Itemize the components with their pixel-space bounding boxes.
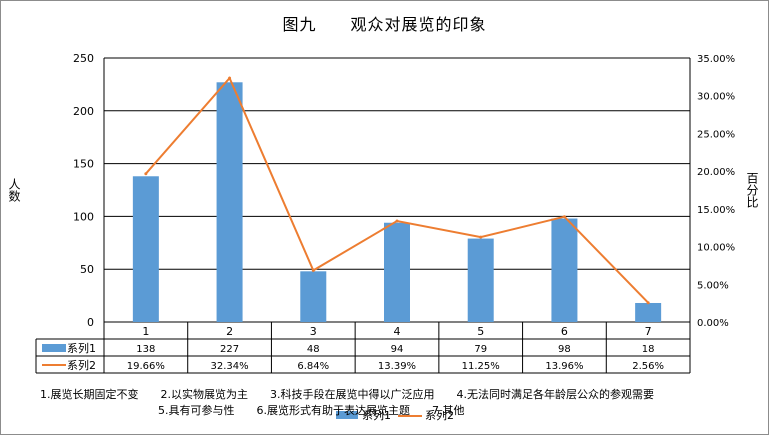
table-cell: 13.96% — [545, 361, 583, 372]
notes-line-2: 5.具有可参与性 6.展览形式有助于表达展览主题 7.其他 — [158, 402, 769, 418]
table-cell: 227 — [220, 344, 239, 355]
note-6: 6.展览形式有助于表达展览主题 — [256, 404, 411, 417]
series2-point-3 — [311, 268, 315, 272]
series2-point-4 — [395, 219, 399, 223]
y-right-tick-label: 25.00% — [697, 129, 735, 140]
x-tick-label: 2 — [226, 325, 233, 338]
y-right-tick-label: 15.00% — [697, 205, 735, 216]
series2-point-5 — [479, 235, 483, 239]
y-left-tick-label: 100 — [73, 210, 94, 223]
x-tick-label: 7 — [645, 325, 652, 338]
note-4: 4.无法同时满足各年龄层公众的参观需要 — [456, 388, 655, 401]
chart-title: 图九 观众对展览的印象 — [282, 15, 487, 34]
table-cell: 94 — [391, 344, 404, 355]
table-cell: 18 — [642, 344, 655, 355]
y-right-tick-label: 0.00% — [697, 318, 729, 329]
table-series-name: 系列2 — [67, 358, 96, 372]
table-cell: 19.66% — [127, 361, 165, 372]
y-right-tick-label: 10.00% — [697, 243, 735, 254]
table-cell: 32.34% — [211, 361, 249, 372]
x-tick-label: 1 — [142, 325, 149, 338]
table-cell: 48 — [307, 344, 320, 355]
table-cell: 2.56% — [632, 361, 664, 372]
table-cell: 98 — [558, 344, 571, 355]
table-cell: 79 — [474, 344, 487, 355]
note-5: 5.具有可参与性 — [158, 404, 235, 417]
y-left-tick-label: 250 — [73, 52, 94, 65]
y-left-tick-label: 200 — [73, 105, 94, 118]
y-axis-left-label: 人数 — [7, 178, 21, 202]
bar-6 — [551, 218, 578, 322]
x-tick-label: 6 — [561, 325, 568, 338]
y-right-tick-label: 5.00% — [697, 280, 729, 291]
table-cell: 13.39% — [378, 361, 416, 372]
x-tick-label: 5 — [477, 325, 484, 338]
bar-3 — [300, 271, 327, 322]
bar-7 — [635, 302, 662, 322]
bar-4 — [384, 222, 410, 322]
y-left-tick-label: 0 — [87, 316, 94, 329]
note-7: 7.其他 — [432, 404, 465, 417]
y-right-tick-label: 20.00% — [697, 167, 735, 178]
y-left-tick-label: 50 — [80, 263, 94, 276]
legend-key-series1 — [42, 344, 66, 352]
bar-1 — [132, 176, 159, 322]
bar-5 — [467, 238, 494, 322]
bottom-legend-label: 系列1 — [362, 408, 391, 422]
bottom-legend-label: 系列2 — [425, 408, 454, 422]
y-right-tick-label: 35.00% — [697, 54, 735, 65]
y-right-tick-label: 30.00% — [697, 92, 735, 103]
series2-point-1 — [144, 172, 148, 176]
bottom-legend-key-series1 — [336, 411, 358, 419]
note-1: 1.展览长期固定不变 — [40, 388, 139, 401]
table-cell: 138 — [136, 344, 155, 355]
series2-point-2 — [228, 76, 232, 80]
note-2: 2.以实物展览为主 — [160, 388, 249, 401]
x-tick-label: 4 — [394, 325, 401, 338]
y-left-tick-label: 150 — [73, 158, 94, 171]
series2-point-7 — [646, 301, 650, 305]
table-cell: 11.25% — [462, 361, 500, 372]
x-tick-label: 3 — [310, 325, 317, 338]
notes-line-1: 1.展览长期固定不变 2.以实物展览为主 3.科技手段在展览中得以广泛应用 4.无法同… — [40, 386, 740, 402]
note-3: 3.科技手段在展览中得以广泛应用 — [270, 388, 435, 401]
table-cell: 6.84% — [297, 361, 329, 372]
table-series-name: 系列1 — [67, 341, 96, 355]
bar-2 — [216, 82, 243, 323]
y-axis-right-label: 百分比 — [745, 172, 759, 208]
series2-point-6 — [562, 215, 566, 219]
